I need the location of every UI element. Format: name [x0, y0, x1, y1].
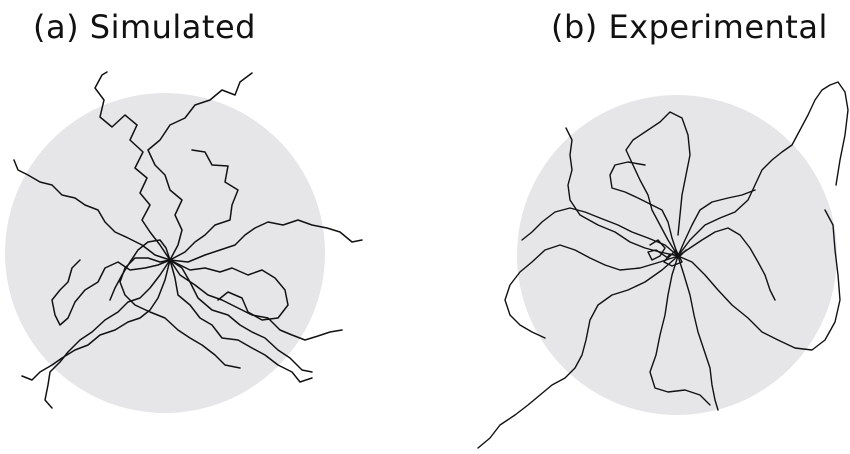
sim-chain-11 — [13, 159, 171, 261]
experimental-traces — [477, 81, 849, 449]
exp-trace-10 — [521, 207, 679, 257]
exp-trace-center-tangle — [647, 239, 687, 267]
exp-trace-8 — [504, 244, 679, 339]
exp-trace-9 — [565, 127, 679, 257]
exp-trace-1 — [625, 111, 691, 257]
exp-trace-12 — [677, 189, 756, 257]
exp-trace-6 — [649, 255, 711, 406]
exp-trace-11 — [609, 161, 679, 257]
panel-a-title: (a) Simulated — [33, 8, 256, 46]
sim-chain-10 — [51, 259, 171, 326]
panel-a-simulated — [5, 71, 363, 413]
simulated-chains — [13, 71, 363, 409]
sim-chain-9 — [44, 259, 171, 409]
sim-chain-8 — [21, 259, 171, 381]
sim-chain-4 — [169, 219, 363, 263]
exp-trace-3 — [677, 227, 776, 301]
panel-b-title: (b) Experimental — [551, 8, 828, 46]
exp-trace-4 — [677, 209, 841, 351]
sim-chain-12 — [119, 257, 241, 369]
sim-chain-14 — [109, 239, 171, 301]
exp-trace-5 — [677, 255, 719, 411]
sim-chain-2 — [147, 72, 253, 261]
sim-chain-5 — [169, 259, 343, 341]
exp-trace-7 — [477, 255, 679, 449]
sim-chain-13 — [169, 259, 313, 373]
panel-b-experimental — [477, 81, 849, 449]
sim-chain-6 — [169, 259, 289, 321]
exp-trace-2 — [677, 81, 849, 257]
sim-chain-1 — [94, 71, 171, 261]
sim-chain-7 — [169, 259, 313, 383]
sim-chain-3 — [169, 149, 239, 261]
